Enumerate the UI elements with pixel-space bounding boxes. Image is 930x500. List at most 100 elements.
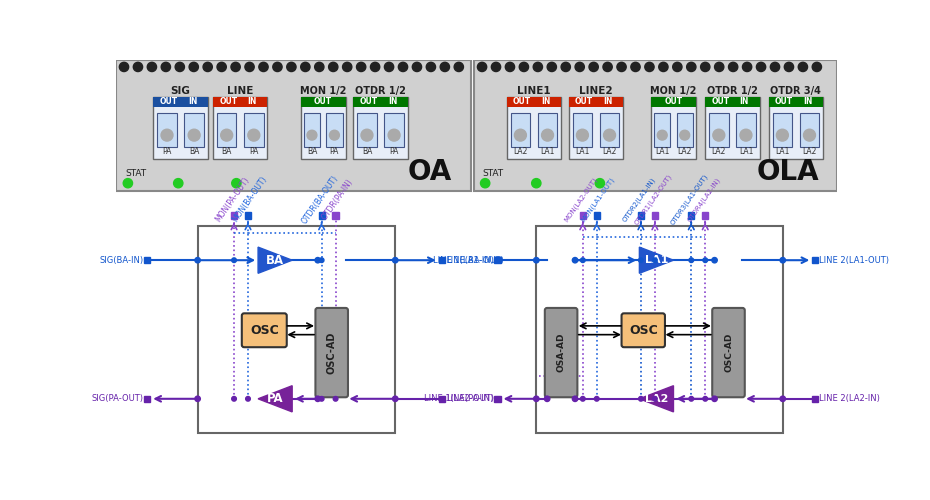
Bar (333, 212, 339, 218)
Bar (153, 97, 207, 158)
Bar (769, 97, 823, 158)
Bar (144, 257, 151, 264)
Text: MON(BA-OUT): MON(BA-OUT) (231, 175, 269, 224)
Text: IN: IN (188, 98, 197, 106)
Bar (217, 113, 236, 148)
Circle shape (770, 62, 779, 72)
Text: IN: IN (388, 98, 397, 106)
Circle shape (703, 258, 708, 262)
Circle shape (594, 396, 599, 401)
FancyBboxPatch shape (545, 308, 578, 398)
Text: MON 1/2: MON 1/2 (300, 86, 346, 96)
Bar (300, 97, 346, 158)
Circle shape (658, 62, 668, 72)
Bar (538, 113, 557, 148)
Bar (384, 113, 404, 148)
Circle shape (580, 258, 585, 262)
Circle shape (780, 258, 786, 263)
Circle shape (232, 178, 241, 188)
Circle shape (742, 62, 751, 72)
Circle shape (161, 62, 170, 72)
Circle shape (572, 396, 578, 402)
Circle shape (680, 130, 690, 140)
Bar (318, 212, 325, 218)
Circle shape (272, 62, 282, 72)
Bar (773, 113, 792, 148)
Circle shape (700, 62, 710, 72)
Bar (812, 396, 818, 402)
Text: LA2: LA2 (711, 148, 726, 156)
Circle shape (175, 62, 184, 72)
Text: LINE 2(LA2-IN): LINE 2(LA2-IN) (819, 394, 880, 404)
Bar (573, 113, 592, 148)
Bar (705, 97, 760, 107)
Bar (709, 113, 728, 148)
Text: IN: IN (247, 98, 257, 106)
Circle shape (231, 62, 240, 72)
Polygon shape (258, 386, 292, 412)
Bar (593, 212, 600, 218)
Text: OTDR 1/2: OTDR 1/2 (355, 86, 406, 96)
Bar (157, 113, 177, 148)
Circle shape (812, 62, 821, 72)
Text: LA1: LA1 (540, 148, 554, 156)
Text: OTDR 3/4: OTDR 3/4 (770, 86, 821, 96)
Bar (688, 212, 695, 218)
Circle shape (541, 129, 553, 141)
Circle shape (133, 62, 142, 72)
Text: OUT: OUT (575, 98, 593, 106)
Circle shape (247, 129, 259, 141)
Circle shape (577, 129, 589, 141)
Text: LA1: LA1 (738, 148, 753, 156)
Circle shape (454, 62, 463, 72)
Text: LA1: LA1 (644, 255, 668, 265)
Circle shape (756, 62, 765, 72)
FancyBboxPatch shape (242, 314, 286, 347)
Text: PA: PA (267, 392, 284, 406)
Circle shape (329, 130, 339, 140)
Text: OSC-AD: OSC-AD (326, 332, 337, 374)
Bar (439, 257, 445, 264)
Circle shape (505, 62, 514, 72)
Circle shape (232, 396, 236, 401)
Circle shape (398, 62, 407, 72)
Circle shape (534, 396, 539, 402)
Text: PA: PA (249, 148, 259, 156)
Text: LA2: LA2 (603, 148, 617, 156)
Circle shape (519, 62, 528, 72)
Text: BA: BA (221, 148, 232, 156)
Text: LA1: LA1 (776, 148, 790, 156)
Circle shape (639, 258, 644, 262)
Bar (651, 97, 696, 107)
Bar (144, 396, 151, 402)
Bar (702, 212, 709, 218)
Bar (213, 97, 268, 107)
Circle shape (532, 178, 541, 188)
Bar (304, 113, 320, 148)
FancyBboxPatch shape (315, 308, 348, 398)
Polygon shape (640, 386, 673, 412)
Bar (245, 212, 251, 218)
Bar (495, 396, 500, 402)
Circle shape (595, 178, 604, 188)
Text: OTDR 1/2: OTDR 1/2 (707, 86, 758, 96)
FancyBboxPatch shape (621, 314, 665, 347)
Text: OTDR1(LA2-OUT): OTDR1(LA2-OUT) (633, 173, 673, 226)
Text: OUT: OUT (160, 98, 178, 106)
Circle shape (203, 62, 212, 72)
Bar (569, 97, 623, 107)
Text: OUT: OUT (664, 98, 683, 106)
Bar (300, 97, 346, 107)
Text: OSC: OSC (629, 324, 658, 337)
Text: IN: IN (739, 98, 749, 106)
Circle shape (412, 62, 421, 72)
Text: LA2: LA2 (644, 394, 668, 404)
Text: LINE: LINE (227, 86, 254, 96)
Bar (116, 60, 472, 191)
Text: STAT: STAT (482, 170, 503, 178)
Circle shape (740, 129, 751, 141)
Bar (353, 97, 407, 158)
Circle shape (780, 396, 786, 402)
Circle shape (384, 62, 393, 72)
Circle shape (319, 258, 324, 262)
